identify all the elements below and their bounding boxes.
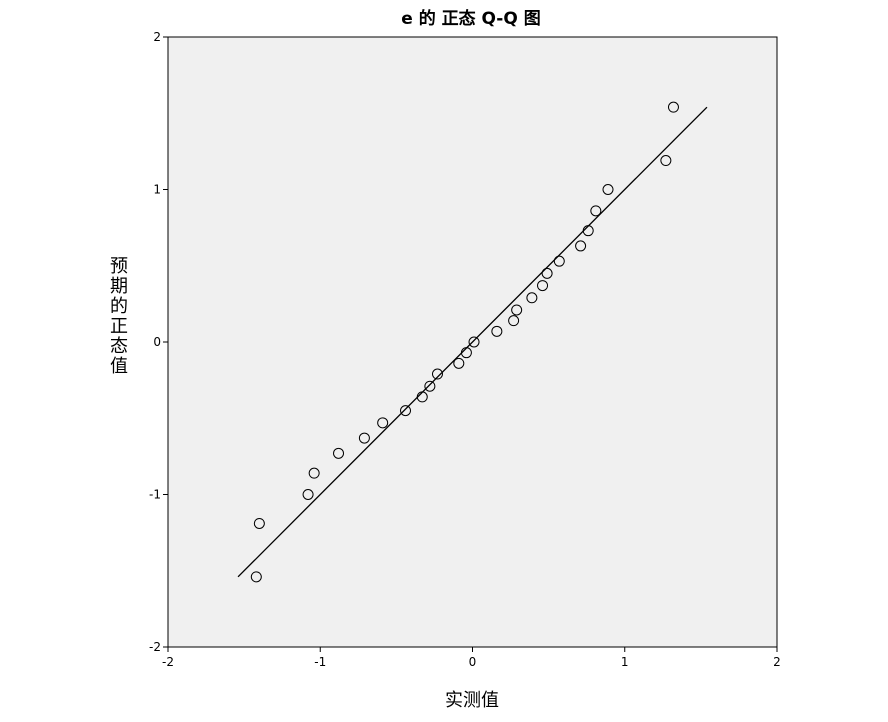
data-point bbox=[582, 225, 594, 237]
x-tick-label: 0 bbox=[469, 655, 477, 669]
y-tick-label: 0 bbox=[153, 335, 161, 349]
data-point bbox=[526, 292, 538, 304]
data-point bbox=[575, 240, 587, 252]
data-point bbox=[660, 155, 672, 167]
data-point bbox=[424, 380, 436, 392]
y-axis-label: 预期的正态值 bbox=[110, 256, 128, 377]
data-point bbox=[537, 280, 549, 292]
data-point bbox=[553, 255, 565, 267]
data-point bbox=[416, 391, 428, 403]
data-point bbox=[400, 405, 412, 417]
axis-ticks bbox=[163, 36, 778, 652]
data-point bbox=[468, 336, 480, 348]
x-tick-label: 2 bbox=[773, 655, 781, 669]
data-point bbox=[250, 571, 262, 583]
x-tick-label: -1 bbox=[314, 655, 326, 669]
data-point bbox=[491, 325, 503, 337]
data-points bbox=[250, 101, 679, 583]
chart-title: e 的 正态 Q-Q 图 bbox=[401, 8, 540, 29]
x-tick-label: 1 bbox=[621, 655, 629, 669]
data-point bbox=[431, 368, 443, 380]
data-point bbox=[667, 101, 679, 113]
data-point bbox=[511, 304, 523, 316]
data-point bbox=[377, 417, 389, 429]
y-tick-label: -2 bbox=[149, 640, 161, 654]
data-point bbox=[602, 184, 614, 195]
data-point bbox=[302, 489, 314, 500]
data-point bbox=[358, 432, 370, 444]
data-point bbox=[308, 467, 320, 479]
data-point bbox=[541, 267, 553, 279]
data-point bbox=[590, 205, 602, 217]
x-tick-label: -2 bbox=[162, 655, 174, 669]
data-point bbox=[460, 347, 472, 359]
data-point bbox=[508, 315, 520, 327]
tick-labels: -2 -1 0 1 2 -2 -1 0 1 2 bbox=[149, 30, 781, 669]
reference-line bbox=[237, 106, 708, 578]
y-tick-label: 1 bbox=[153, 183, 161, 197]
data-point bbox=[453, 357, 465, 369]
data-point bbox=[333, 447, 345, 459]
y-tick-label: 2 bbox=[153, 30, 161, 44]
data-point bbox=[253, 517, 265, 529]
y-tick-label: -1 bbox=[149, 488, 161, 502]
x-axis-label: 实测值 bbox=[445, 690, 499, 711]
